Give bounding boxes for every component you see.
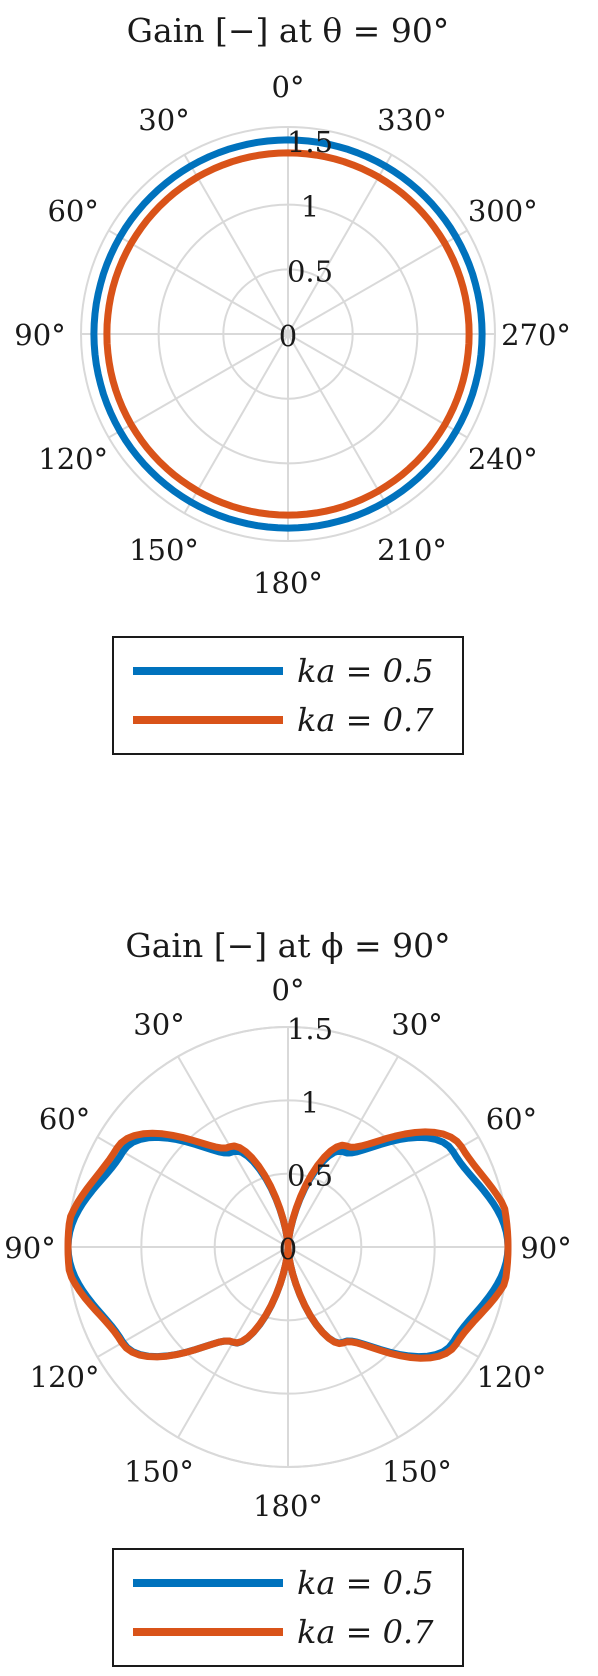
angle-tick-11: 30° (133, 1008, 184, 1042)
legend-label-ka-0-7: ka = 0.7 (297, 701, 434, 739)
legend-label-ka-0-7: ka = 0.7 (297, 1613, 434, 1651)
angle-tick-1: 330° (377, 103, 447, 137)
grid-spoke (287, 154, 393, 335)
series-layer (90, 136, 486, 532)
legend-box (112, 1548, 464, 1667)
chart-title: Gain [−] at θ = 90° (127, 11, 450, 50)
grid-spoke (96, 1136, 289, 1248)
grid-spoke (108, 229, 289, 335)
radial-tick-1: 1 (301, 190, 319, 224)
angle-tick-10: 60° (47, 194, 98, 228)
grid-spoke (287, 1136, 480, 1248)
polar-grid (80, 126, 496, 542)
angle-tick-8: 120° (30, 1360, 100, 1394)
angle-tick-6: 180° (253, 566, 323, 600)
angle-tick-layer: 0° 330° 300° 270° 240° 210° 180° 150° 120° 90° 60°… (14, 70, 571, 600)
angle-tick-4: 120° (476, 1360, 546, 1394)
grid-spoke (183, 154, 289, 335)
angle-tick-layer: 0° 30° 60° 90° 120° 150° 180° 150° 120° 90° 60° 30° (4, 973, 571, 1523)
radial-tick-layer: 0 0.5 1 1.5 (279, 1012, 333, 1266)
grid-spoke (108, 333, 289, 439)
angle-tick-10: 60° (39, 1102, 90, 1136)
radial-tick-0: 0 (279, 1232, 297, 1266)
radial-tick-0-5: 0.5 (287, 254, 333, 288)
legend-label-ka-0-5: ka = 0.5 (297, 652, 434, 690)
angle-tick-5: 150° (382, 1454, 452, 1488)
angle-tick-11: 30° (138, 103, 189, 137)
grid-spoke (287, 229, 468, 335)
angle-tick-9: 90° (4, 1231, 55, 1265)
legend-box (112, 636, 464, 755)
legend: ka = 0.5 ka = 0.7 (112, 636, 464, 755)
angle-tick-4: 240° (468, 442, 538, 476)
grid-spoke (287, 333, 468, 439)
grid-spoke (287, 333, 393, 514)
radial-tick-0-5: 0.5 (287, 1159, 333, 1193)
angle-tick-3: 270° (501, 318, 571, 352)
angle-tick-2: 300° (468, 194, 538, 228)
polar-chart-phi: Gain [−] at ϕ = 90° 0 0.5 1 1.5 0° 30° 60° 90°… (4, 926, 572, 1667)
angle-tick-8: 120° (38, 442, 108, 476)
angle-tick-6: 180° (253, 1489, 323, 1523)
legend-label-ka-0-5: ka = 0.5 (297, 1564, 434, 1602)
angle-tick-2: 60° (486, 1102, 537, 1136)
angle-tick-7: 150° (124, 1454, 194, 1488)
angle-tick-3: 90° (520, 1231, 571, 1265)
grid-spoke (287, 1246, 480, 1358)
series-ka-0-5 (90, 136, 486, 532)
angle-tick-9: 90° (14, 318, 65, 352)
series-layer (64, 1128, 512, 1362)
legend: ka = 0.5 ka = 0.7 (112, 1548, 464, 1667)
angle-tick-0: 0° (272, 70, 305, 104)
angle-tick-7: 150° (129, 533, 199, 567)
grid-spoke (96, 1246, 289, 1358)
polar-chart-theta: Gain [−] at θ = 90° 0 0.5 1 1.5 0° 330° 300° 2… (14, 11, 571, 755)
grid-spoke (183, 333, 289, 514)
angle-tick-0: 0° (272, 973, 305, 1007)
radial-tick-1-5: 1.5 (287, 125, 333, 159)
radial-tick-1: 1 (301, 1085, 319, 1119)
radial-tick-0: 0 (279, 319, 297, 353)
chart-title: Gain [−] at ϕ = 90° (125, 926, 450, 965)
angle-tick-1: 30° (391, 1008, 442, 1042)
radial-tick-layer: 0 0.5 1 1.5 (279, 125, 333, 353)
series-ka-0-7 (103, 149, 473, 519)
radial-tick-1-5: 1.5 (287, 1012, 333, 1046)
angle-tick-5: 210° (377, 533, 447, 567)
series-ka-0-7 (64, 1128, 512, 1362)
